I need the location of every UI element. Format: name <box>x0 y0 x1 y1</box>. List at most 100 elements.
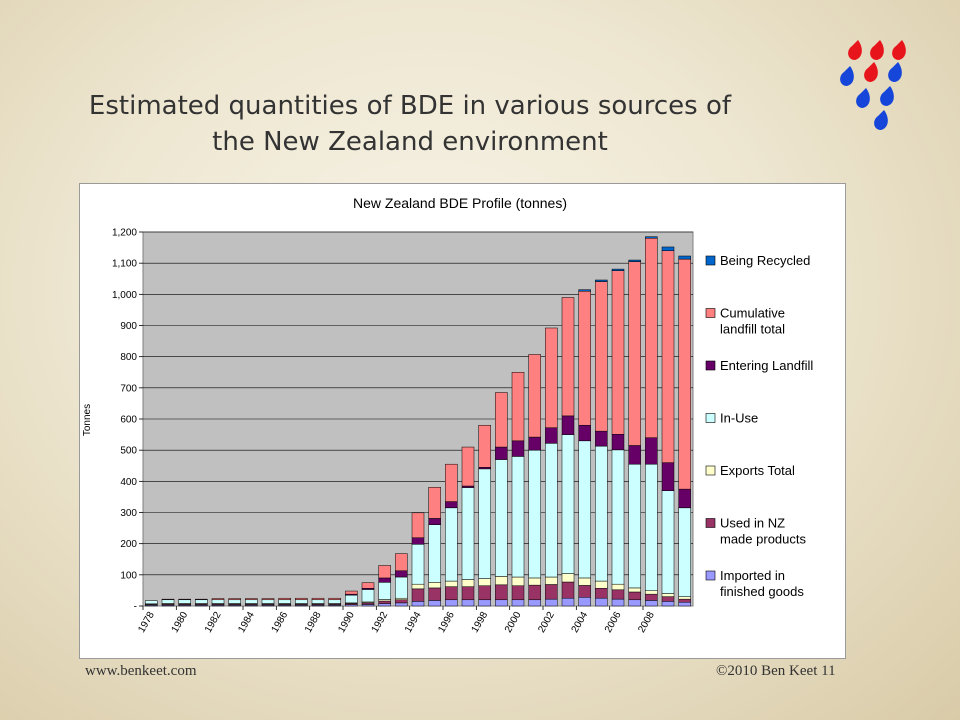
legend-label: Cumulative <box>720 306 785 321</box>
chart-frame: New Zealand BDE Profile (tonnes) Tonnes … <box>79 183 846 659</box>
bar-segment <box>661 246 675 251</box>
bar-segment <box>445 599 458 607</box>
bar-segment <box>545 443 558 578</box>
y-tick-label: 400 <box>120 477 137 488</box>
bar-segment <box>678 255 691 260</box>
bar-segment <box>628 599 641 607</box>
y-tick-label: 200 <box>120 539 137 550</box>
bar-segment <box>661 250 675 463</box>
slide-title: Estimated quantities of BDE in various s… <box>60 88 760 160</box>
footer-website: www.benkeet.com <box>85 663 197 679</box>
x-tick-label: 1996 <box>436 610 457 635</box>
bar-segment <box>595 279 608 282</box>
bar-segment <box>395 553 408 572</box>
bar-segment <box>528 436 541 451</box>
bar-segment <box>511 576 525 586</box>
bar-segment <box>578 289 591 292</box>
bar-segment <box>461 579 475 587</box>
bar-segment <box>611 270 625 435</box>
bar-segment <box>645 237 658 438</box>
bar-segment <box>378 603 391 607</box>
legend-swatch <box>705 518 716 528</box>
bar-segment <box>378 582 391 600</box>
bar-segment <box>461 446 475 487</box>
bar-segment <box>445 463 458 502</box>
y-tick-label: 1,200 <box>112 228 137 239</box>
bar-segment <box>328 599 341 604</box>
bar-segment <box>278 597 291 601</box>
legend-label: In-Use <box>720 411 758 426</box>
legend-label: Imported in <box>720 568 785 583</box>
bar-segment <box>261 599 275 604</box>
slide-title-line1: Estimated quantities of BDE in various s… <box>88 91 732 121</box>
bar-segment <box>528 449 541 579</box>
x-tick-label: 2008 <box>636 610 657 635</box>
bar-segment <box>428 582 441 589</box>
bar-segment <box>478 424 491 468</box>
x-tick-label: 2004 <box>570 610 591 635</box>
bar-segment <box>378 577 391 583</box>
bar-segment <box>595 580 608 589</box>
bar-segment <box>211 598 225 601</box>
legend-label: Being Recycled <box>720 253 810 268</box>
legend-label-line2: finished goods <box>720 584 804 599</box>
droplets-logo-icon <box>840 40 906 130</box>
bar-segment <box>511 456 525 578</box>
legend-label: Used in NZ <box>720 516 785 531</box>
bar-segment <box>545 327 558 428</box>
bar-segment <box>361 589 375 603</box>
bar-segment <box>511 372 525 442</box>
bar-segment <box>595 587 608 599</box>
x-tick-label: 2002 <box>536 610 557 635</box>
chart-title: New Zealand BDE Profile (tonnes) <box>353 195 567 211</box>
bar-segment <box>228 598 241 601</box>
bar-segment <box>545 427 558 444</box>
bar-segment <box>445 507 458 582</box>
bar-segment <box>495 446 508 460</box>
bar-segment <box>411 588 425 602</box>
bar-segment <box>511 599 525 607</box>
legend-label: Entering Landfill <box>720 358 813 373</box>
legend-swatch <box>705 255 716 266</box>
bar-segment <box>195 598 208 601</box>
bar-segment <box>545 576 558 585</box>
bar-segment <box>661 462 675 491</box>
bar-segment <box>345 590 358 595</box>
bar-segment <box>211 599 225 604</box>
bar-segment <box>661 593 675 597</box>
bar-segment <box>245 599 258 604</box>
x-tick-label: 1990 <box>336 610 357 635</box>
bar-segment <box>461 487 475 580</box>
bar-segment <box>278 599 291 604</box>
bar-segment <box>311 597 325 601</box>
bar-segment <box>528 599 541 607</box>
bar-segment <box>545 598 558 607</box>
bar-segment <box>478 468 491 579</box>
bar-segment <box>628 591 641 601</box>
bar-segment <box>645 590 658 595</box>
bar-segment <box>411 583 425 590</box>
legend-swatch <box>705 413 716 423</box>
bar-segment <box>595 597 608 607</box>
bar-segment <box>495 599 508 607</box>
bar-segment <box>561 581 575 599</box>
x-tick-label: 1984 <box>236 610 257 635</box>
bar-segment <box>678 598 691 603</box>
bar-segment <box>561 434 575 574</box>
bar-segment <box>528 354 541 438</box>
legend-swatch <box>705 465 716 476</box>
bar-segment <box>495 576 508 586</box>
y-tick-label: 300 <box>120 508 137 519</box>
bar-segment <box>445 580 458 587</box>
bar-segment <box>578 577 591 586</box>
x-tick-label: 1982 <box>203 610 224 635</box>
bar-segment <box>611 598 625 607</box>
bar-segment <box>678 258 691 490</box>
bar-segment <box>495 584 508 601</box>
bar-segment <box>411 601 425 607</box>
bar-segment <box>661 596 675 602</box>
y-tick-label: 100 <box>120 570 137 581</box>
bde-profile-chart: New Zealand BDE Profile (tonnes) Tonnes … <box>82 195 813 635</box>
bar-segment <box>378 600 391 604</box>
